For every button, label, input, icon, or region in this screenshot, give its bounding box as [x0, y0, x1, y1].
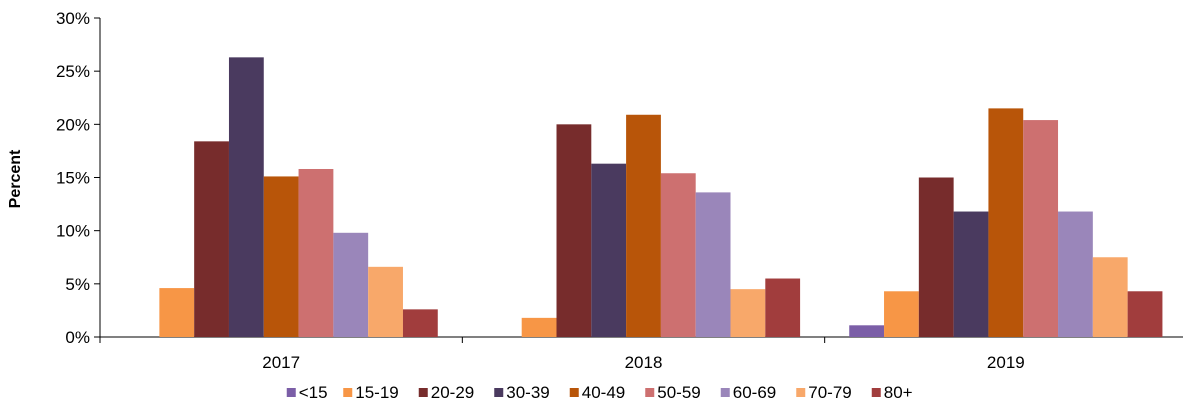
- bar: [298, 168, 334, 337]
- bar: [402, 309, 438, 337]
- bars: [159, 57, 1163, 338]
- legend-swatch: [569, 388, 579, 397]
- bar: [333, 232, 369, 337]
- legend: <15 15-19 20-29 30-39 40-49 50-59 60-69 70-79 80…: [286, 383, 913, 402]
- bar: [1092, 257, 1128, 337]
- x-tick-label: 2017: [262, 353, 300, 372]
- legend-swatch: [796, 388, 806, 397]
- bar: [521, 317, 557, 337]
- bar: [918, 177, 954, 337]
- bar: [953, 211, 989, 337]
- bar: [1058, 211, 1093, 337]
- y-tick-label: 20%: [56, 115, 90, 134]
- bar: [695, 192, 731, 337]
- y-tick-label: 30%: [56, 9, 90, 28]
- legend-item: 60-69: [720, 383, 776, 402]
- legend-item: 70-79: [796, 383, 852, 402]
- bar: [228, 57, 264, 338]
- legend-swatch: [418, 388, 428, 397]
- legend-item: <15: [286, 383, 328, 402]
- bar: [368, 266, 403, 337]
- legend-item: 20-29: [418, 383, 474, 402]
- legend-label: 40-49: [582, 383, 625, 402]
- bar: [591, 163, 627, 337]
- bar: [194, 141, 229, 337]
- y-axis-title: Percent: [7, 149, 24, 208]
- legend-item: 80+: [871, 383, 913, 402]
- legend-label: 80+: [884, 383, 913, 402]
- y-tick-label: 0%: [65, 328, 90, 347]
- legend-swatch: [871, 388, 881, 397]
- legend-label: 60-69: [733, 383, 776, 402]
- bar: [263, 176, 299, 337]
- y-tick-label: 5%: [65, 275, 90, 294]
- y-tick-label: 25%: [56, 62, 90, 81]
- bar: [849, 325, 885, 337]
- legend-item: 40-49: [569, 383, 625, 402]
- legend-swatch: [720, 388, 730, 397]
- bar: [660, 173, 696, 337]
- bar: [626, 114, 661, 337]
- legend-label: 20-29: [431, 383, 474, 402]
- legend-swatch: [494, 388, 504, 397]
- legend-item: 50-59: [645, 383, 701, 402]
- bar: [988, 108, 1024, 337]
- legend-item: 15-19: [343, 383, 399, 402]
- bar: [730, 289, 766, 337]
- legend-item: 30-39: [494, 383, 550, 402]
- bar: [765, 278, 801, 337]
- legend-swatch: [343, 388, 353, 397]
- axis-labels: Percent 0% 5% 10% 15% 20% 25% 30% 2017 2018 2019: [7, 9, 1025, 372]
- y-tick-label: 15%: [56, 169, 90, 188]
- legend-label: 70-79: [808, 383, 851, 402]
- y-tick-label: 10%: [56, 222, 90, 241]
- x-tick-label: 2018: [625, 353, 663, 372]
- bar: [1023, 120, 1059, 337]
- legend-label: 50-59: [657, 383, 700, 402]
- bar: [884, 291, 919, 337]
- legend-label: 15-19: [355, 383, 398, 402]
- legend-swatch: [645, 388, 655, 397]
- bar: [159, 288, 195, 337]
- bar: [1127, 291, 1163, 337]
- legend-swatch: [286, 388, 296, 397]
- x-tick-label: 2019: [987, 353, 1025, 372]
- legend-label: <15: [299, 383, 328, 402]
- bar: [556, 124, 592, 337]
- legend-label: 30-39: [506, 383, 549, 402]
